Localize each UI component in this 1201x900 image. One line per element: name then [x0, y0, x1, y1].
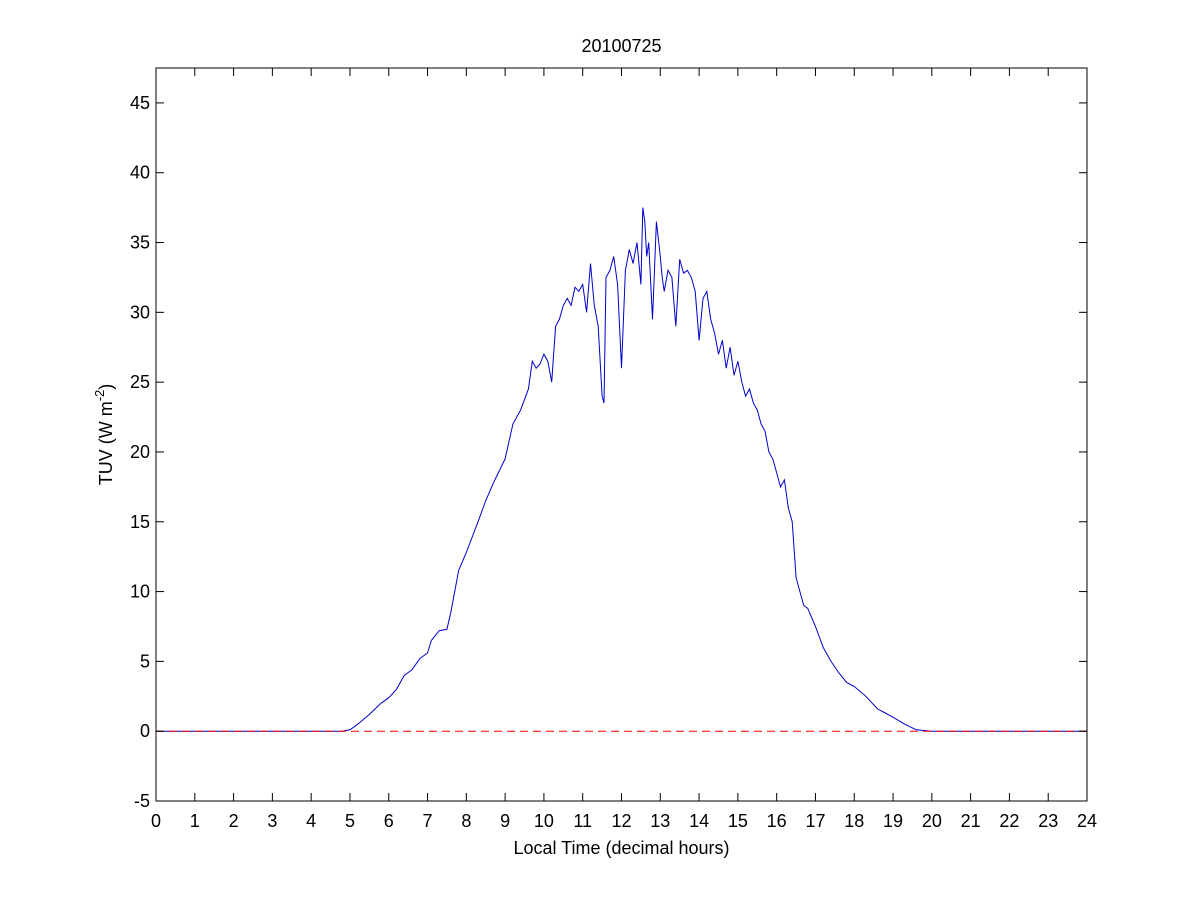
x-tick-label: 6	[384, 811, 394, 831]
y-tick-label: 35	[130, 233, 150, 253]
y-axis-label-prefix: TUV (W m	[96, 401, 116, 485]
x-tick-label: 7	[423, 811, 433, 831]
y-axis-label-superscript: -2	[92, 390, 107, 402]
y-tick-label: 40	[130, 163, 150, 183]
x-tick-label: 22	[999, 811, 1019, 831]
y-tick-label: 0	[140, 721, 150, 741]
x-tick-label: 9	[500, 811, 510, 831]
y-axis-label-suffix: )	[96, 384, 116, 390]
y-tick-label: -5	[134, 791, 150, 811]
x-tick-label: 3	[267, 811, 277, 831]
y-tick-label: 5	[140, 651, 150, 671]
x-tick-label: 1	[190, 811, 200, 831]
axes-frame	[155, 67, 1088, 802]
x-axis-label: Local Time (decimal hours)	[513, 838, 729, 858]
y-tick-label: 30	[130, 302, 150, 322]
x-tick-label: 13	[650, 811, 670, 831]
x-tick-label: 5	[345, 811, 355, 831]
x-tick-label: 10	[534, 811, 554, 831]
axis-ticks: 0 1 2 3 4 5 6 7 8 9 10 11 12 13 14 15 16 17 18 19 20 21 22 23 24…	[130, 68, 1097, 831]
y-tick-label: 25	[130, 372, 150, 392]
y-tick-label: 45	[130, 93, 150, 113]
x-tick-label: 19	[883, 811, 903, 831]
x-tick-label: 8	[461, 811, 471, 831]
chart-title: 20100725	[581, 36, 661, 56]
x-tick-label: 0	[151, 811, 161, 831]
x-tick-label: 18	[844, 811, 864, 831]
x-tick-label: 4	[306, 811, 316, 831]
x-tick-label: 12	[611, 811, 631, 831]
plot-area	[156, 207, 1087, 732]
y-tick-label: 15	[130, 512, 150, 532]
x-tick-label: 17	[805, 811, 825, 831]
x-tick-label: 20	[922, 811, 942, 831]
tuv-series-line	[156, 207, 1087, 732]
x-tick-label: 11	[573, 811, 592, 831]
x-tick-label: 15	[728, 811, 748, 831]
y-axis-label: TUV (W m-2)	[92, 384, 116, 486]
x-tick-label: 16	[767, 811, 787, 831]
x-tick-label: 2	[229, 811, 239, 831]
x-tick-label: 14	[689, 811, 709, 831]
y-tick-label: 20	[130, 442, 150, 462]
x-tick-label: 24	[1077, 811, 1097, 831]
y-tick-label: 10	[130, 582, 150, 602]
x-tick-label: 21	[961, 811, 981, 831]
x-tick-label: 23	[1038, 811, 1058, 831]
